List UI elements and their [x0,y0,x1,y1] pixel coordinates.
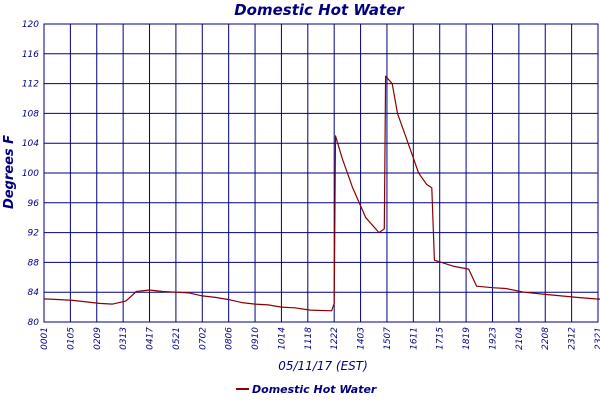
x-tick-label: 0313 [119,327,129,350]
y-tick-label: 92 [28,229,40,239]
x-tick-label: 0521 [172,327,182,350]
x-tick-label: 0702 [198,327,208,350]
chart-title: Domestic Hot Water [234,1,405,19]
x-tick-label: 1819 [462,327,472,350]
x-tick-label: 1923 [488,327,498,350]
x-tick-label: 0910 [251,327,261,350]
y-tick-label: 84 [28,288,40,298]
x-tick-label: 2104 [515,327,525,350]
grid-lines [43,23,599,323]
legend-label: Domestic Hot Water [252,383,377,396]
x-tick-label: 1222 [330,327,340,350]
x-tick-label: 1507 [383,327,393,350]
x-tick-label: 1611 [409,327,419,350]
x-tick-label: 1715 [436,327,446,350]
x-tick-label: 0105 [66,327,76,350]
x-tick-label: 1403 [357,327,367,350]
x-tick-label: 0209 [93,327,103,350]
x-tick-label: 2321 [594,327,600,350]
x-axis-label: 05/11/17 (EST) [278,359,368,373]
series-line-domestic-hot-water [43,75,600,312]
series-group [43,75,600,312]
x-tick-label: 2312 [568,327,578,350]
x-tick-label: 1014 [277,327,287,350]
x-tick-labels: 0001 0105 0209 0313 0417 0521 0702 0806 0910 1014… [40,327,600,350]
y-tick-label: 108 [22,109,39,119]
x-tick-label: 2208 [541,327,551,350]
y-tick-label: 120 [22,20,39,30]
y-tick-label: 112 [22,80,39,90]
y-tick-label: 116 [22,50,39,60]
y-tick-label: 100 [22,169,39,179]
y-axis-label: Degrees F [2,135,17,209]
y-tick-labels: 80 84 88 92 96 100 104 108 112 116 120 [22,20,39,328]
x-tick-label: 1118 [304,327,314,350]
y-tick-label: 80 [28,318,40,328]
y-tick-label: 96 [28,199,40,209]
legend: Domestic Hot Water [236,383,377,396]
x-tick-label: 0806 [225,327,235,350]
y-tick-label: 104 [22,139,39,149]
y-tick-label: 88 [28,258,40,268]
x-tick-label: 0001 [40,327,50,350]
plot-frame [43,23,599,323]
x-tick-label: 0417 [146,327,156,350]
